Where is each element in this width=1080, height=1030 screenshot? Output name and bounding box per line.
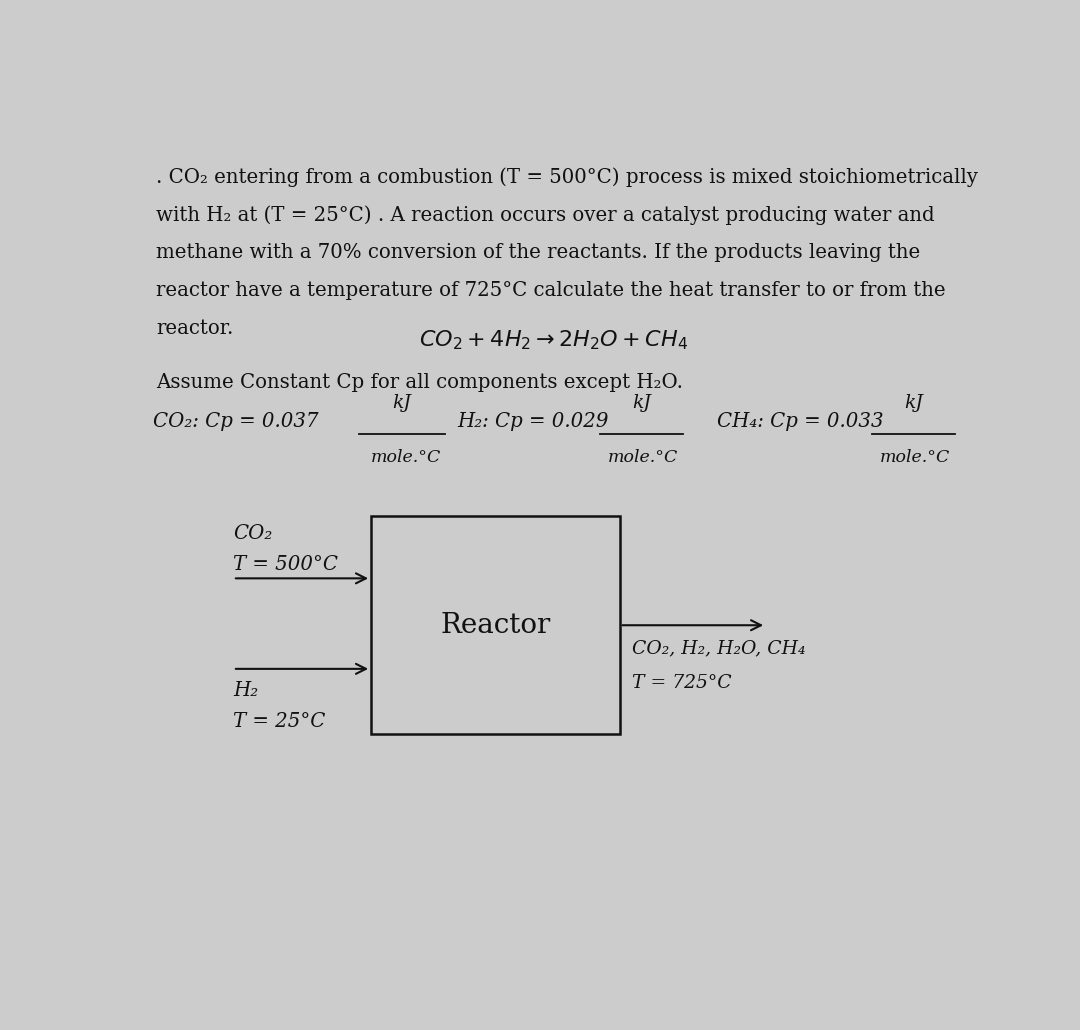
Text: Assume Constant Cp for all components except H₂O.: Assume Constant Cp for all components ex… [156, 373, 683, 391]
Text: T = 25°C: T = 25°C [233, 713, 325, 731]
Text: $CO_2 + 4H_2 \rightarrow 2H_2O + CH_4$: $CO_2 + 4H_2 \rightarrow 2H_2O + CH_4$ [419, 329, 688, 352]
Text: CO₂: Cp = 0.037: CO₂: Cp = 0.037 [153, 412, 319, 432]
Text: CH₄: Cp = 0.033: CH₄: Cp = 0.033 [717, 412, 883, 432]
Text: methane with a 70% conversion of the reactants. If the products leaving the: methane with a 70% conversion of the rea… [156, 243, 920, 263]
Text: kJ: kJ [904, 394, 922, 412]
Text: kJ: kJ [392, 394, 411, 412]
Text: kJ: kJ [632, 394, 651, 412]
Text: H₂: Cp = 0.029: H₂: Cp = 0.029 [457, 412, 609, 432]
Bar [372, 516, 620, 734]
Text: . CO₂ entering from a combustion (T = 500°C) process is mixed stoichiometrically: . CO₂ entering from a combustion (T = 50… [156, 167, 977, 186]
Text: mole.°C: mole.°C [372, 449, 442, 466]
Text: T = 725°C: T = 725°C [632, 675, 732, 692]
Text: H₂: H₂ [233, 681, 258, 699]
Text: mole.°C: mole.°C [608, 449, 678, 466]
Text: CO₂: CO₂ [233, 524, 272, 544]
Text: with H₂ at (T = 25°C) . A reaction occurs over a catalyst producing water and: with H₂ at (T = 25°C) . A reaction occur… [156, 205, 934, 225]
Text: mole.°C: mole.°C [880, 449, 950, 466]
Text: T = 500°C: T = 500°C [233, 554, 338, 574]
Text: reactor.: reactor. [156, 319, 233, 339]
Text: reactor have a temperature of 725°C calculate the heat transfer to or from the: reactor have a temperature of 725°C calc… [156, 281, 946, 301]
Text: CO₂, H₂, H₂O, CH₄: CO₂, H₂, H₂O, CH₄ [632, 640, 806, 657]
Text: Reactor: Reactor [441, 612, 551, 639]
